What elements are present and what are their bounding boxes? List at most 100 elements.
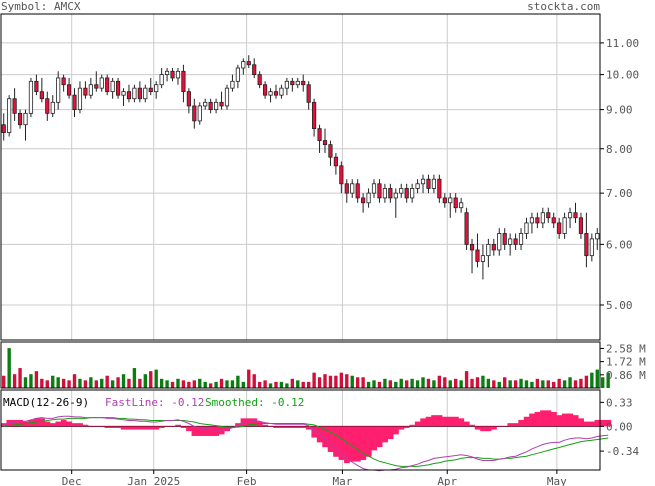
volume-bar (105, 375, 109, 388)
volume-bar (383, 378, 387, 388)
candle-body (312, 101, 317, 130)
candle (132, 84, 137, 103)
macd-hist-bar (273, 426, 280, 428)
candle-body (246, 61, 251, 66)
volume-bar (323, 374, 327, 388)
candle (1, 113, 6, 141)
volume-bar (268, 383, 273, 388)
candle-body (94, 84, 99, 89)
candle (469, 238, 475, 274)
candle-body (192, 105, 197, 122)
candle (480, 244, 486, 280)
macd-hist-bar (403, 426, 410, 428)
volume-bar (557, 378, 561, 388)
volume-bar (100, 378, 104, 388)
volume-bar (274, 381, 278, 388)
candle (475, 233, 480, 268)
candle-body (137, 87, 142, 100)
candle (361, 193, 366, 213)
volume-tick-label: 0.86 M (606, 369, 646, 382)
candle-body (126, 91, 132, 100)
volume-bar (481, 375, 485, 388)
candle (175, 68, 181, 85)
volume-bar (219, 378, 224, 388)
volume-bar (230, 380, 235, 388)
volume-bar (377, 381, 382, 388)
macd-hist-bar (561, 413, 568, 427)
volume-bar (562, 380, 567, 388)
volume-bar (508, 380, 512, 388)
candle-body (252, 64, 257, 75)
candle (595, 228, 600, 250)
volume-bar (568, 377, 572, 388)
macd-hist-bar (382, 426, 388, 443)
candle-body (415, 183, 420, 189)
candle-body (224, 87, 230, 107)
candle-body (23, 112, 28, 126)
candle (382, 183, 387, 203)
candle (404, 183, 409, 203)
candle (12, 88, 17, 121)
candle (567, 207, 573, 229)
candle-body (257, 74, 262, 86)
panel-frame (0, 13, 601, 341)
candle-body (420, 178, 426, 185)
volume-bar (170, 381, 175, 388)
volume-bar (366, 381, 371, 388)
macd-hist-bar (425, 416, 432, 427)
candle (437, 174, 442, 203)
volume-bar (116, 377, 120, 388)
macd-hist-bar (371, 426, 378, 451)
candle-body (486, 243, 491, 257)
x-tick-label: Mar (332, 475, 352, 486)
candle (257, 71, 262, 89)
macd-hist-bar (197, 426, 203, 436)
x-tick-label: May (547, 475, 567, 486)
macd-hist-bar (452, 416, 459, 427)
volume-bar (317, 377, 322, 388)
candle-body (154, 84, 159, 93)
candle-body (377, 183, 382, 199)
candle-body (562, 217, 567, 234)
price-y-axis: 5.00 6.00 7.00 8.00 9.00 10.00 11.00 (600, 37, 639, 312)
candle (350, 179, 355, 198)
candle-body (584, 233, 589, 257)
site-label[interactable]: stockta.com (527, 0, 600, 13)
macd-hist-bar (262, 424, 269, 427)
price-tick-label: 8.00 (606, 143, 633, 156)
candle-body (426, 178, 431, 189)
volume-bar (426, 378, 431, 388)
candle-body (399, 188, 404, 194)
volume-bar (301, 381, 305, 388)
candle-body (159, 74, 164, 86)
macd-hist-bar (191, 426, 198, 436)
macd-hist-bar (518, 419, 525, 427)
candle-body (170, 70, 175, 79)
volume-bar (519, 378, 523, 388)
candle (28, 77, 34, 118)
volume-y-axis: 2.58 M1.72 M0.86 M (600, 342, 646, 382)
candle (502, 228, 507, 250)
macd-hist-bar (398, 426, 405, 430)
macd-hist-bar (120, 426, 127, 430)
candle (366, 188, 371, 208)
candle-body (459, 202, 464, 209)
candle (268, 88, 273, 103)
macd-hist-bar (447, 416, 454, 427)
macd-hist-bar (589, 421, 595, 427)
candle (197, 102, 202, 125)
candle-body (442, 197, 447, 204)
candle (497, 228, 502, 256)
volume-bar (464, 371, 469, 388)
volume-bar (143, 374, 147, 388)
candle (284, 77, 289, 96)
candle (344, 179, 349, 203)
volume-tick-label: 2.58 M (606, 342, 646, 355)
macd-hist-bar (104, 426, 111, 428)
macd-hist-bar (267, 426, 274, 427)
macd-hist-bar (186, 426, 192, 432)
candle (34, 74, 39, 96)
macd-hist-bar (153, 426, 160, 430)
macd-hist-bar (523, 416, 530, 427)
candle-body (322, 140, 328, 146)
